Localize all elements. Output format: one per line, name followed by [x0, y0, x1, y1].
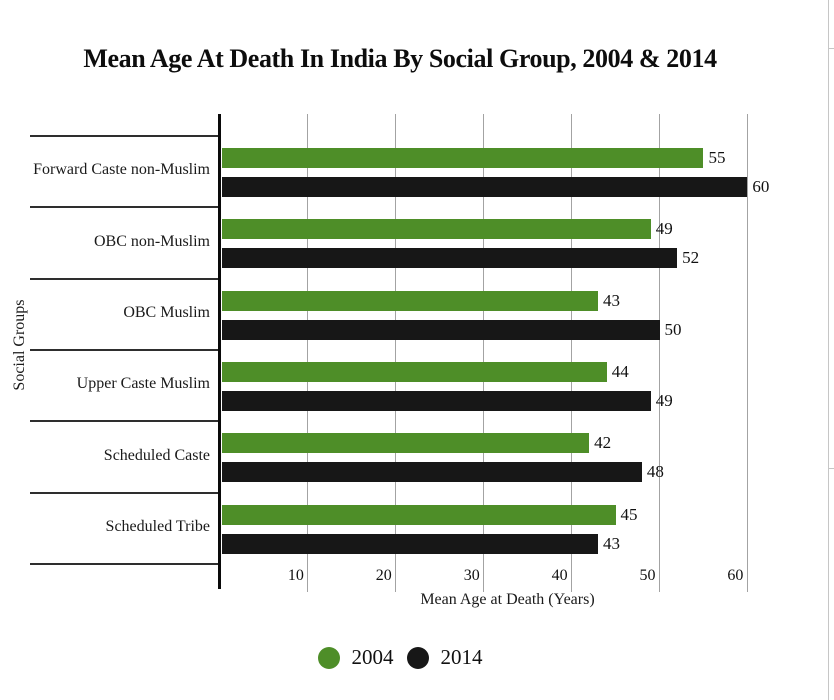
category-label: OBC non-Muslim: [93, 232, 210, 250]
bar-2014: [221, 177, 748, 197]
separator-line: [30, 420, 220, 423]
x-tick-label: 30: [463, 567, 480, 584]
gridline-40: [571, 114, 573, 592]
value-label: 42: [594, 433, 612, 453]
bar-2004: [221, 148, 704, 168]
separator-line: [30, 135, 220, 137]
gridline-20: [395, 114, 397, 592]
bar-2014: [221, 462, 642, 483]
value-label: 43: [602, 533, 620, 553]
gridline-10: [307, 114, 309, 592]
bar-2014: [221, 390, 651, 411]
gridline-60: [746, 114, 748, 592]
separator-line: [30, 348, 220, 351]
bar-2004: [221, 219, 651, 240]
legend-swatch-2014: [406, 646, 429, 669]
value-label: 45: [620, 504, 638, 524]
y-axis-line: [218, 114, 221, 589]
value-label: 49: [655, 219, 673, 239]
bar-2004: [221, 433, 590, 454]
separator-line: [30, 206, 220, 209]
chart-legend: 2004 2014: [0, 645, 800, 670]
value-label: 60: [752, 177, 770, 196]
bar-2004: [221, 504, 616, 525]
category-label: OBC Muslim: [123, 304, 210, 322]
bar-2014: [221, 319, 660, 340]
x-axis-title: Mean Age at Death (Years): [420, 591, 595, 608]
category-label: Scheduled Caste: [103, 446, 210, 464]
value-label: 43: [602, 290, 620, 310]
bar-2004: [221, 361, 607, 382]
x-tick-label: 40: [551, 567, 568, 584]
x-tick-label: 50: [639, 567, 656, 584]
value-label: 49: [655, 390, 673, 410]
x-tick-label: 10: [287, 567, 304, 584]
page-right-border-mark-bottom: [829, 468, 834, 469]
x-tick-label: 20: [375, 567, 392, 584]
bar-2004: [221, 290, 598, 311]
value-label: 48: [646, 462, 664, 482]
legend-item-2004: 2004: [317, 645, 394, 670]
x-tick-label: 60: [727, 567, 744, 584]
category-label: Scheduled Tribe: [105, 518, 210, 536]
page-right-border-mark-top: [829, 48, 834, 49]
value-label: 50: [664, 319, 682, 339]
value-label: 44: [611, 361, 629, 381]
chart-title: Mean Age At Death In India By Social Gro…: [83, 44, 717, 73]
separator-line: [30, 277, 220, 280]
legend-label: 2004: [351, 645, 394, 669]
separator-line: [30, 491, 220, 494]
legend-item-2014: 2014: [406, 645, 483, 670]
legend-label: 2014: [440, 645, 483, 669]
category-label: Upper Caste Muslim: [76, 375, 210, 393]
value-label: 52: [682, 248, 700, 268]
bar-2014: [221, 533, 598, 554]
legend-swatch-2004: [317, 646, 340, 669]
gridline-30: [483, 114, 485, 592]
gridline-50: [659, 114, 660, 592]
page-right-border: [828, 0, 829, 700]
bar-2014: [221, 248, 678, 269]
value-label: 55: [708, 148, 726, 167]
separator-line: [30, 562, 220, 565]
category-label: Forward Caste non-Muslim: [33, 161, 210, 179]
